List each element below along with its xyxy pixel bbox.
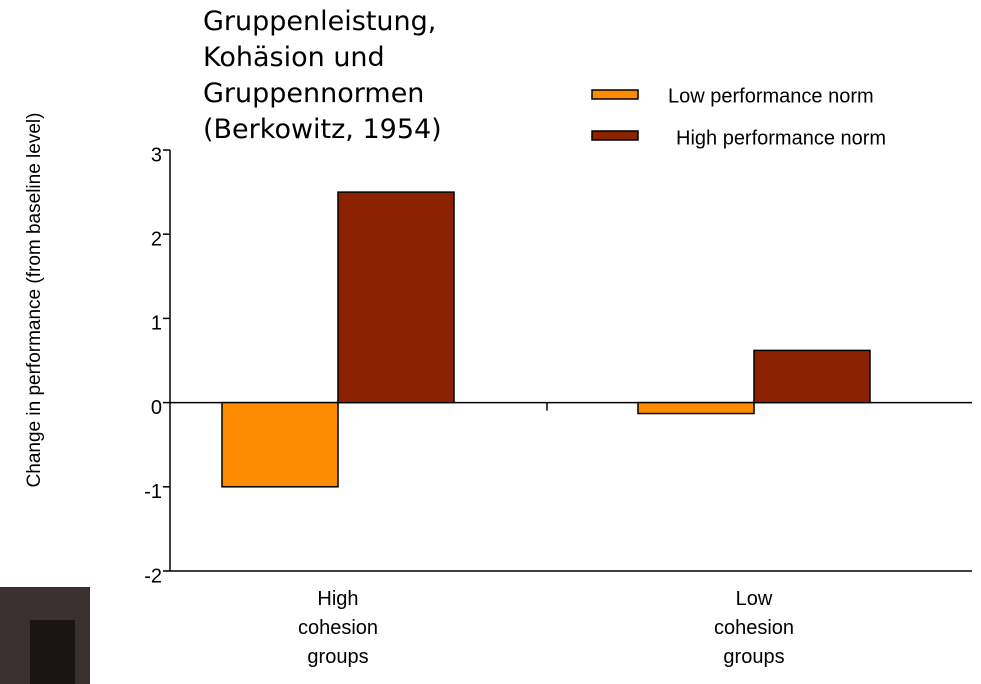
bar (337, 191, 455, 404)
y-tick-label: 1 (151, 313, 162, 335)
x-tick-label: High cohesion groups (297, 588, 379, 668)
legend-label: Low performance norm (668, 85, 874, 107)
bar (753, 349, 871, 404)
legend-label: High performance norm (676, 127, 886, 149)
y-axis-label: Change in performance (from baseline lev… (24, 113, 45, 488)
y-tick-label: 2 (151, 228, 162, 250)
y-tick-label: -2 (144, 565, 162, 587)
legend-swatch (591, 89, 639, 100)
chart-title: Gruppenleistung, Kohäsion und Gruppennor… (203, 6, 442, 145)
y-tick-label: -1 (144, 481, 162, 503)
y-tick-label: 0 (151, 397, 162, 419)
x-tick-label: Low cohesion groups (713, 588, 795, 668)
photo-figure (30, 620, 75, 684)
legend-swatch (591, 130, 639, 141)
y-tick-label: 3 (151, 144, 162, 166)
bar (221, 401, 339, 488)
bar (637, 401, 755, 415)
